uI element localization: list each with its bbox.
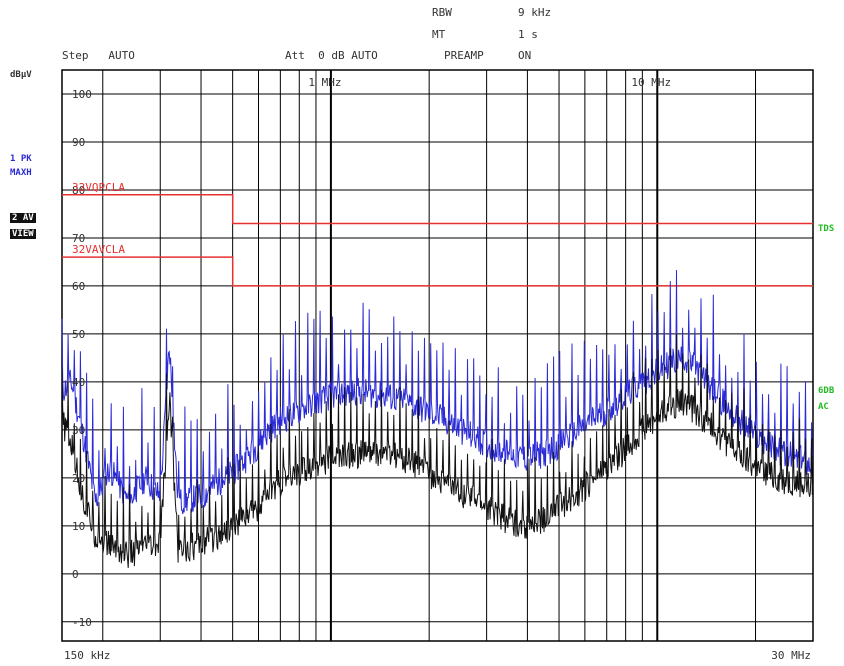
preamp-label: PREAMP (444, 49, 484, 62)
y-tick-label: 20 (72, 472, 85, 485)
mt-label: MT (432, 28, 446, 41)
y-tick-label: 10 (72, 520, 85, 533)
detector-label-b: AC (818, 402, 829, 412)
rbw-value: 9 kHz (518, 6, 552, 19)
series-group (61, 270, 814, 569)
trace2-label-b: VIEW (10, 229, 36, 239)
y-tick-label: 90 (72, 136, 85, 149)
att-label: Att 0 dB AUTO (285, 49, 378, 62)
series-line (61, 334, 814, 569)
trace1-label-b: MAXH (10, 168, 32, 178)
limit-line (62, 194, 813, 225)
preamp-value: ON (518, 49, 532, 62)
tds-label: TDS (818, 224, 835, 234)
x-tick-label: 1 MHz (308, 76, 341, 89)
trace1-label-a: 1 PK (10, 154, 32, 164)
plot-frame (61, 69, 814, 642)
series-line (61, 270, 814, 515)
y-tick-label: 0 (72, 568, 79, 581)
grid-group (62, 70, 814, 641)
y-tick-label: -10 (72, 616, 92, 629)
limit-line (62, 256, 813, 287)
x-tick-label: 10 MHz (631, 76, 671, 89)
y-tick-label: 70 (72, 232, 85, 245)
y-tick-label: 80 (72, 184, 85, 197)
y-tick-label: 30 (72, 424, 85, 437)
x-tick-label: 30 MHz (771, 649, 811, 662)
x-tick-label: 150 kHz (64, 649, 110, 662)
limit-lines-group (62, 194, 813, 287)
y-tick-label: 100 (72, 88, 92, 101)
rbw-label: RBW (432, 6, 452, 19)
y-tick-label: 40 (72, 376, 85, 389)
limit-line-label: 32VAVCLA (72, 243, 125, 256)
limit-line-label: 32VQPCLA (72, 181, 125, 194)
unit-label: dBµV (10, 70, 32, 80)
detector-label-a: 6DB (818, 386, 835, 396)
step-label: Step AUTO (62, 49, 135, 62)
y-tick-label: 50 (72, 328, 85, 341)
trace2-label-a: 2 AV (10, 213, 36, 223)
mt-value: 1 s (518, 28, 538, 41)
y-tick-label: 60 (72, 280, 85, 293)
